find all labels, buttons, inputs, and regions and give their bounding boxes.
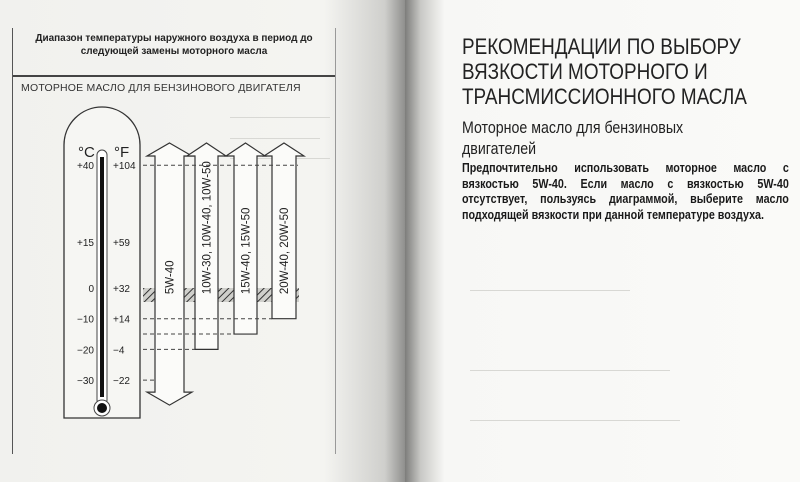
right-page (405, 0, 800, 482)
celsius-tick-label: −30 (77, 376, 94, 387)
show-through-line (470, 370, 670, 371)
celsius-tick-label: 0 (88, 284, 94, 295)
show-through-line (470, 420, 680, 421)
thermometer-bulb (97, 403, 107, 413)
oil-grade-label: 5W-40 (165, 260, 177, 294)
oil-grade-label: 20W-40, 20W-50 (279, 208, 291, 295)
celsius-tick-label: −10 (77, 315, 94, 326)
body-paragraph: Предпочтительно использовать моторное ма… (462, 161, 789, 222)
left-page: Диапазон температуры наружного воздуха в… (0, 0, 405, 482)
thermometer-mercury (100, 157, 104, 397)
fahrenheit-unit-label: °F (114, 144, 129, 161)
fahrenheit-tick-label: +32 (113, 284, 130, 295)
temperature-diagram: Диапазон температуры наружного воздуха в… (12, 28, 336, 454)
title-line: ТРАНСМИССИОННОГО МАСЛА (462, 84, 747, 109)
title-line: ВЯЗКОСТИ МОТОРНОГО И (462, 59, 708, 84)
celsius-tick-label: +15 (77, 238, 94, 249)
fahrenheit-tick-label: +59 (113, 238, 130, 249)
fahrenheit-tick-label: +104 (113, 161, 136, 172)
show-through-line (230, 117, 330, 118)
celsius-tick-label: +40 (77, 161, 94, 172)
subtitle-line: двигателей (462, 140, 537, 158)
oil-grade-label: 15W-40, 15W-50 (241, 208, 253, 295)
celsius-unit-label: °C (78, 144, 95, 161)
oil-arrow-20w-40 (261, 142, 307, 320)
celsius-tick-label: −20 (77, 345, 94, 356)
section-subtitle: Моторное масло для бензиновых двигателей (462, 118, 683, 160)
subtitle-line: Моторное масло для бензиновых (462, 119, 684, 137)
diagram-title: Диапазон температуры наружного воздуха в… (35, 32, 313, 57)
page-title: РЕКОМЕНДАЦИИ ПО ВЫБОРУ ВЯЗКОСТИ МОТОРНОГ… (462, 34, 747, 109)
fahrenheit-tick-label: −22 (113, 376, 130, 387)
diagram-subtitle: МОТОРНОЕ МАСЛО ДЛЯ БЕНЗИНОВОГО ДВИГАТЕЛЯ (21, 82, 301, 94)
oil-arrow-10w-30 (185, 142, 228, 350)
fahrenheit-tick-label: +14 (113, 315, 130, 326)
show-through-line (230, 138, 320, 139)
oil-grade-label: 10W-30, 10W-40, 10W-50 (202, 161, 214, 294)
title-line: РЕКОМЕНДАЦИИ ПО ВЫБОРУ (462, 34, 741, 59)
divider (13, 75, 335, 77)
fahrenheit-tick-label: −4 (113, 345, 125, 356)
show-through-line (470, 290, 630, 291)
viscosity-chart: °C °F 5W-40 10W-30, 10W-40, 10W-50 15W-40, 1… (63, 106, 307, 419)
